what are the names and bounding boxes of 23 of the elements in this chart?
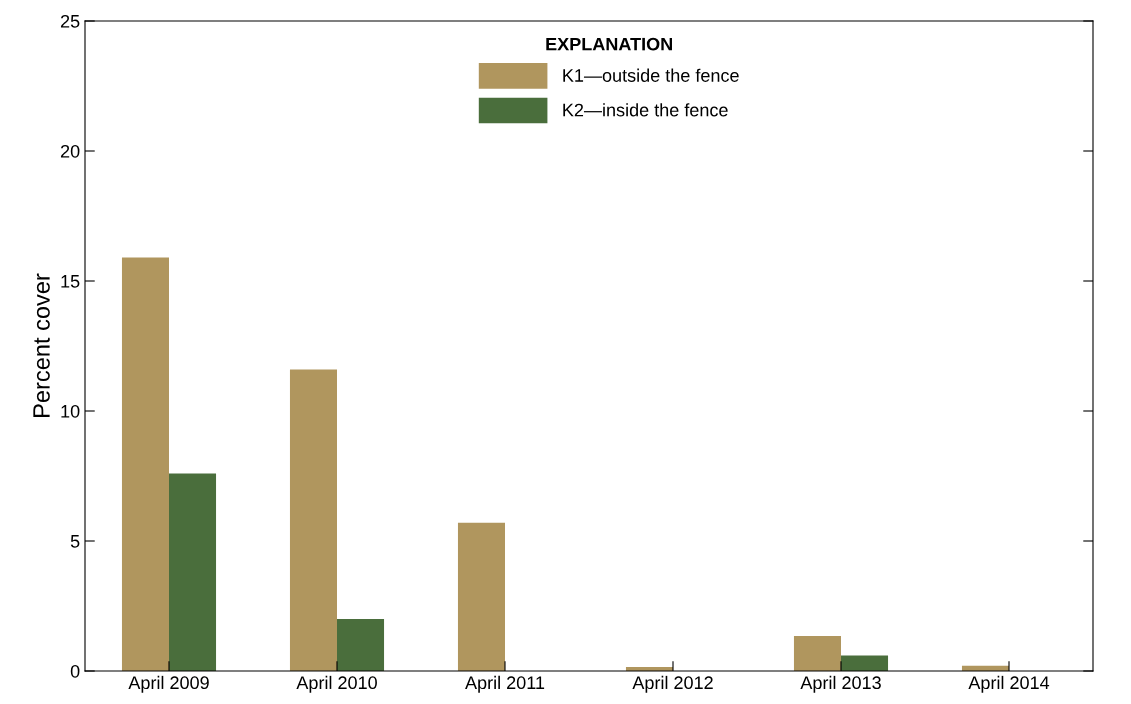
bar: [289, 369, 337, 671]
legend-label: K1—outside the fence: [563, 68, 739, 82]
x-tick-label: April 2009: [128, 675, 209, 693]
y-tick-label: 25: [60, 14, 80, 28]
y-axis-title: Percent cover: [33, 273, 50, 417]
x-tick-label: April 2013: [800, 675, 881, 693]
x-tick-label: April 2012: [632, 675, 713, 693]
x-tick-label: April 2011: [465, 675, 545, 693]
legend-label: K2—inside the fence: [563, 103, 728, 117]
x-tick-label: April 2014: [968, 675, 1050, 693]
y-tick-label: 15: [61, 275, 80, 288]
x-tick-label: April 2010: [296, 675, 377, 693]
bar: [793, 635, 841, 671]
bar: [457, 522, 505, 671]
bar: [121, 257, 169, 671]
y-tick-label: 20: [60, 144, 80, 158]
y-tick-label: 0: [70, 664, 80, 678]
bar: [337, 619, 385, 671]
y-tick-label: 10: [61, 404, 80, 418]
legend-title: EXPLANATION: [546, 37, 672, 51]
bar: [169, 473, 217, 671]
bar: [841, 655, 889, 671]
y-tick-label: 5: [70, 535, 80, 548]
